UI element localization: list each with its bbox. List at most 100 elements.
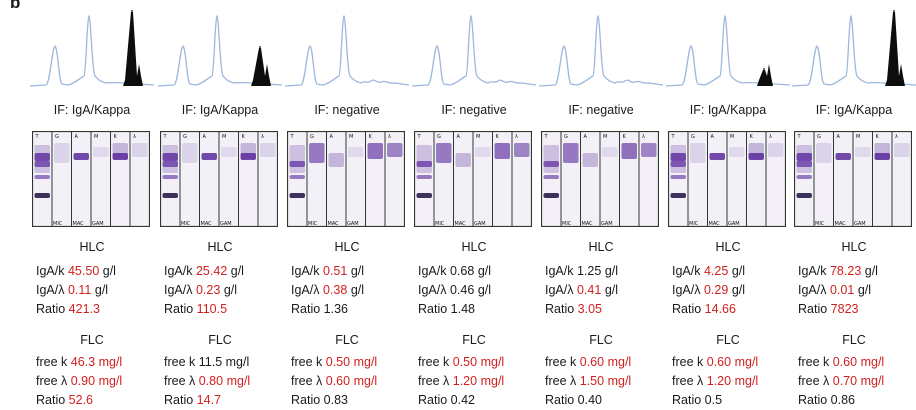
- flc-row-label: free λ: [418, 374, 450, 388]
- hlc-title: HLC: [715, 240, 741, 254]
- flc-row: free λ 0.80 mg/l: [164, 372, 250, 391]
- flc-title: FLC: [208, 333, 232, 347]
- flc-row: free λ 0.60 mg/l: [291, 372, 377, 391]
- flc-row-label: Ratio: [36, 393, 66, 407]
- gel-lane-label: K: [369, 134, 373, 140]
- monoclonal-peak: [251, 48, 271, 86]
- hlc-row: IgA/k 45.50 g/l: [36, 262, 116, 281]
- gel-band: [289, 161, 305, 167]
- gel-band: [416, 175, 432, 179]
- peak-marker: [893, 10, 895, 12]
- hlc-row-label: IgA/λ: [545, 283, 574, 297]
- gel-band: [475, 147, 491, 157]
- gel-bottom-label: MIC: [308, 221, 318, 227]
- gel-lane-label: A: [584, 134, 588, 140]
- flc-row: Ratio 0.5: [672, 391, 758, 410]
- if-result-label: IF: negative: [314, 103, 380, 117]
- flc-row-label: free λ: [545, 374, 577, 388]
- flc-row-unit: mg/l: [734, 355, 759, 369]
- monoclonal-peak: [757, 64, 773, 86]
- gel-lane-label: T: [797, 134, 802, 140]
- hlc-row-unit: g/l: [604, 264, 619, 278]
- flc-row-unit: mg/l: [353, 374, 378, 388]
- gel-lane-label: A: [711, 134, 715, 140]
- hlc-row-value: 4.25: [703, 264, 729, 278]
- flc-row-value: 0.60: [579, 355, 605, 369]
- gel-bottom-label: GAM: [347, 221, 359, 227]
- hlc-row-label: IgA/k: [36, 264, 65, 278]
- flc-values: free k 46.3 mg/l free λ 0.90 mg/l Ratio 52…: [36, 353, 122, 410]
- gel-band: [93, 147, 109, 157]
- hlc-row-unit: g/l: [731, 264, 746, 278]
- flc-row: free k 0.60 mg/l: [672, 353, 758, 372]
- flc-row: Ratio 0.83: [291, 391, 377, 410]
- hlc-row-label: IgA/λ: [798, 283, 827, 297]
- flc-row-unit: mg/l: [225, 355, 250, 369]
- hlc-title: HLC: [841, 240, 867, 254]
- gel-lane-label: T: [671, 134, 676, 140]
- gel-lane-label: λ: [261, 134, 264, 140]
- electrophoresis-trace: [157, 15, 283, 87]
- hlc-row-unit: g/l: [223, 283, 238, 297]
- flc-row-label: free k: [672, 355, 704, 369]
- hlc-row-label: Ratio: [418, 302, 448, 316]
- hlc-row-value: 3.05: [577, 302, 603, 316]
- hlc-row: IgA/k 78.23 g/l: [798, 262, 878, 281]
- flc-row-label: free λ: [291, 374, 323, 388]
- gel-band: [260, 143, 276, 157]
- gel-bottom-label: MAC: [73, 221, 85, 227]
- trace-line: [157, 15, 283, 87]
- gel-band: [796, 153, 812, 161]
- gel-band: [641, 143, 657, 157]
- hlc-row: Ratio 1.48: [418, 300, 491, 319]
- flc-values: free k 0.60 mg/l free λ 1.50 mg/l Ratio 0.…: [545, 353, 631, 410]
- gel-bottom-label: MIC: [181, 221, 191, 227]
- gel-bottom-label: MAC: [328, 221, 340, 227]
- hlc-row: IgA/λ 0.01 g/l: [798, 281, 878, 300]
- flc-row-label: free λ: [672, 374, 704, 388]
- gel-bottom-label: GAM: [92, 221, 104, 227]
- gel-lane-label: T: [417, 134, 422, 140]
- if-result-label: IF: negative: [568, 103, 634, 117]
- gel-band: [602, 147, 618, 157]
- flc-row-value: 52.6: [68, 393, 94, 407]
- gel-band: [112, 153, 128, 160]
- hlc-row-unit: g/l: [230, 264, 244, 278]
- gel-band: [670, 161, 686, 167]
- gel-bottom-label: GAM: [728, 221, 740, 227]
- flc-row-unit: mg/l: [734, 374, 759, 388]
- gel-band: [796, 193, 812, 198]
- flc-title: FLC: [80, 333, 104, 347]
- gel-lane-label: G: [310, 134, 314, 140]
- hlc-row-value: 421.3: [68, 302, 100, 316]
- gel-lane-label: λ: [515, 134, 518, 140]
- gel-band: [221, 147, 237, 157]
- hlc-row-label: Ratio: [164, 302, 194, 316]
- gel-lane-label: A: [75, 134, 79, 140]
- hlc-row-label: IgA/λ: [36, 283, 65, 297]
- hlc-row-label: IgA/λ: [672, 283, 701, 297]
- gel-lane-label: A: [203, 134, 207, 140]
- hlc-row-unit: g/l: [102, 264, 116, 278]
- gel-lane-label: λ: [388, 134, 391, 140]
- flc-values: free k 0.60 mg/l free λ 0.70 mg/l Ratio 0.…: [798, 353, 884, 410]
- electrophoresis-trace: [411, 15, 537, 87]
- flc-row-value: 0.60: [325, 374, 351, 388]
- gel-band: [670, 193, 686, 198]
- hlc-row-unit: g/l: [94, 283, 109, 297]
- flc-row-value: 1.50: [579, 374, 605, 388]
- flc-row-value: 0.90: [70, 374, 96, 388]
- flc-row-label: Ratio: [291, 393, 321, 407]
- hlc-row: IgA/k 4.25 g/l: [672, 262, 745, 281]
- gel-band: [729, 147, 745, 157]
- flc-row-label: free λ: [164, 374, 196, 388]
- flc-row-value: 0.50: [452, 355, 478, 369]
- hlc-row-label: IgA/λ: [291, 283, 320, 297]
- hlc-row-label: Ratio: [672, 302, 702, 316]
- hlc-row-value: 78.23: [829, 264, 862, 278]
- trace-line: [284, 15, 410, 87]
- gel-bottom-label: MIC: [815, 221, 825, 227]
